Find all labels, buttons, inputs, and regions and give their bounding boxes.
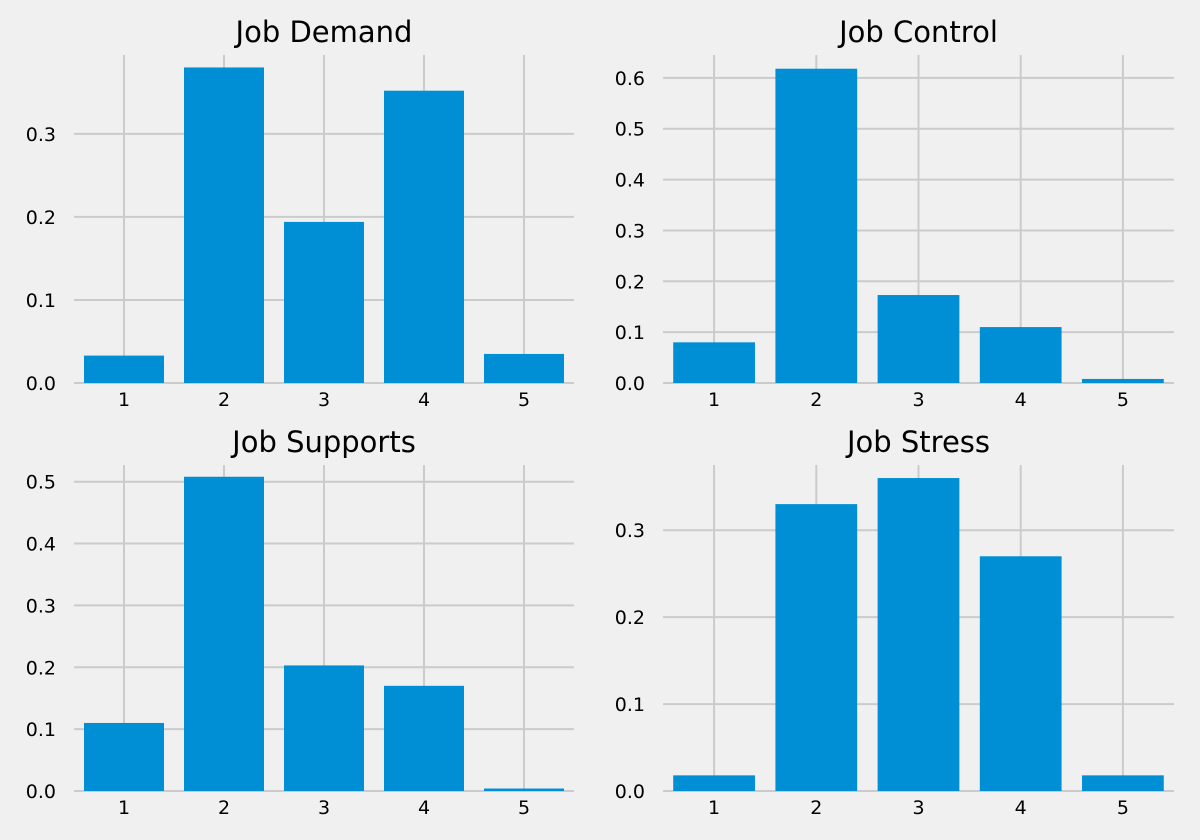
panel-title: Job Control [837, 15, 998, 49]
panel-job-stress: Job Stress 0.0 0.1 0.2 0.3 1 2 3 4 5 [615, 425, 1174, 819]
x-tick-label: 4 [418, 389, 430, 411]
bar-job-demand-4 [384, 90, 464, 383]
panel-job-demand: Job Demand 0.0 0.1 0.2 0.3 1 2 3 4 5 [26, 15, 574, 411]
x-tick-label: 4 [1015, 389, 1027, 411]
y-tick-label: 0.2 [615, 271, 645, 293]
x-tick-label: 5 [1117, 389, 1129, 411]
tick-labels: 0.0 0.1 0.2 0.3 0.4 0.5 1 2 3 4 5 [26, 472, 530, 819]
x-tick-label: 3 [318, 389, 330, 411]
bar-job-demand-1 [84, 355, 164, 383]
tick-labels: 0.0 0.1 0.2 0.3 1 2 3 4 5 [615, 520, 1129, 819]
x-tick-label: 3 [318, 797, 330, 819]
y-tick-label: 0.5 [26, 472, 56, 494]
y-tick-label: 0.6 [615, 68, 645, 90]
y-tick-label: 0.3 [26, 595, 56, 617]
bar-job-stress-2 [775, 504, 858, 791]
bar-job-control-1 [673, 342, 755, 383]
bars [673, 68, 1164, 384]
x-tick-label: 4 [1015, 797, 1027, 819]
bar-job-supports-4 [384, 685, 464, 791]
bar-job-stress-1 [673, 775, 755, 791]
bar-job-demand-2 [184, 67, 264, 384]
tick-labels: 0.0 0.1 0.2 0.3 0.4 0.5 0.6 1 2 3 4 5 [615, 68, 1129, 411]
y-tick-label: 0.0 [615, 781, 645, 803]
y-tick-label: 0.4 [615, 170, 645, 192]
x-tick-label: 3 [912, 389, 924, 411]
bar-job-stress-5 [1082, 775, 1164, 791]
x-tick-label: 2 [218, 389, 230, 411]
tick-labels: 0.0 0.1 0.2 0.3 1 2 3 4 5 [26, 124, 530, 411]
x-tick-label: 5 [518, 389, 530, 411]
bar-job-supports-3 [284, 665, 364, 791]
panel-title: Job Supports [230, 425, 416, 459]
bar-job-control-3 [877, 295, 960, 383]
y-tick-label: 0.1 [26, 290, 56, 312]
x-tick-label: 2 [810, 797, 822, 819]
y-tick-label: 0.2 [615, 607, 645, 629]
bar-job-stress-4 [979, 556, 1062, 791]
x-tick-label: 5 [1117, 797, 1129, 819]
y-tick-label: 0.1 [26, 719, 56, 741]
bar-job-control-4 [979, 327, 1062, 383]
bar-job-supports-5 [484, 788, 564, 791]
x-tick-label: 1 [118, 389, 130, 411]
x-tick-label: 2 [218, 797, 230, 819]
y-tick-label: 0.5 [615, 119, 645, 141]
bars [84, 67, 564, 384]
bar-job-stress-3 [877, 478, 960, 791]
panel-title: Job Stress [845, 425, 990, 459]
x-tick-label: 2 [810, 389, 822, 411]
y-tick-label: 0.3 [26, 124, 56, 146]
y-tick-label: 0.1 [615, 694, 645, 716]
y-tick-label: 0.2 [26, 207, 56, 229]
y-tick-label: 0.3 [615, 220, 645, 242]
y-tick-label: 0.2 [26, 657, 56, 679]
y-tick-label: 0.0 [26, 373, 56, 395]
y-tick-label: 0.0 [26, 781, 56, 803]
bar-job-supports-2 [184, 476, 264, 791]
bar-job-supports-1 [84, 722, 164, 791]
y-tick-label: 0.3 [615, 520, 645, 542]
y-tick-label: 0.4 [26, 534, 56, 556]
panel-title: Job Demand [234, 15, 413, 49]
x-tick-label: 1 [708, 797, 720, 819]
x-tick-label: 1 [118, 797, 130, 819]
panel-job-supports: Job Supports 0.0 0.1 0.2 0.3 0.4 0.5 1 2 3 4 5 [26, 425, 574, 819]
x-tick-label: 5 [518, 797, 530, 819]
y-tick-label: 0.1 [615, 322, 645, 344]
x-tick-label: 3 [912, 797, 924, 819]
bar-job-control-5 [1082, 378, 1164, 383]
bar-job-demand-5 [484, 353, 564, 383]
bar-job-control-2 [775, 68, 858, 384]
bar-job-demand-3 [284, 221, 364, 383]
panel-job-control: Job Control 0.0 0.1 0.2 0.3 0.4 0.5 0.6 1 2 3 4 5 [615, 15, 1174, 411]
x-tick-label: 4 [418, 797, 430, 819]
y-tick-label: 0.0 [615, 373, 645, 395]
bars [673, 478, 1164, 791]
x-tick-label: 1 [708, 389, 720, 411]
bars [84, 476, 564, 791]
